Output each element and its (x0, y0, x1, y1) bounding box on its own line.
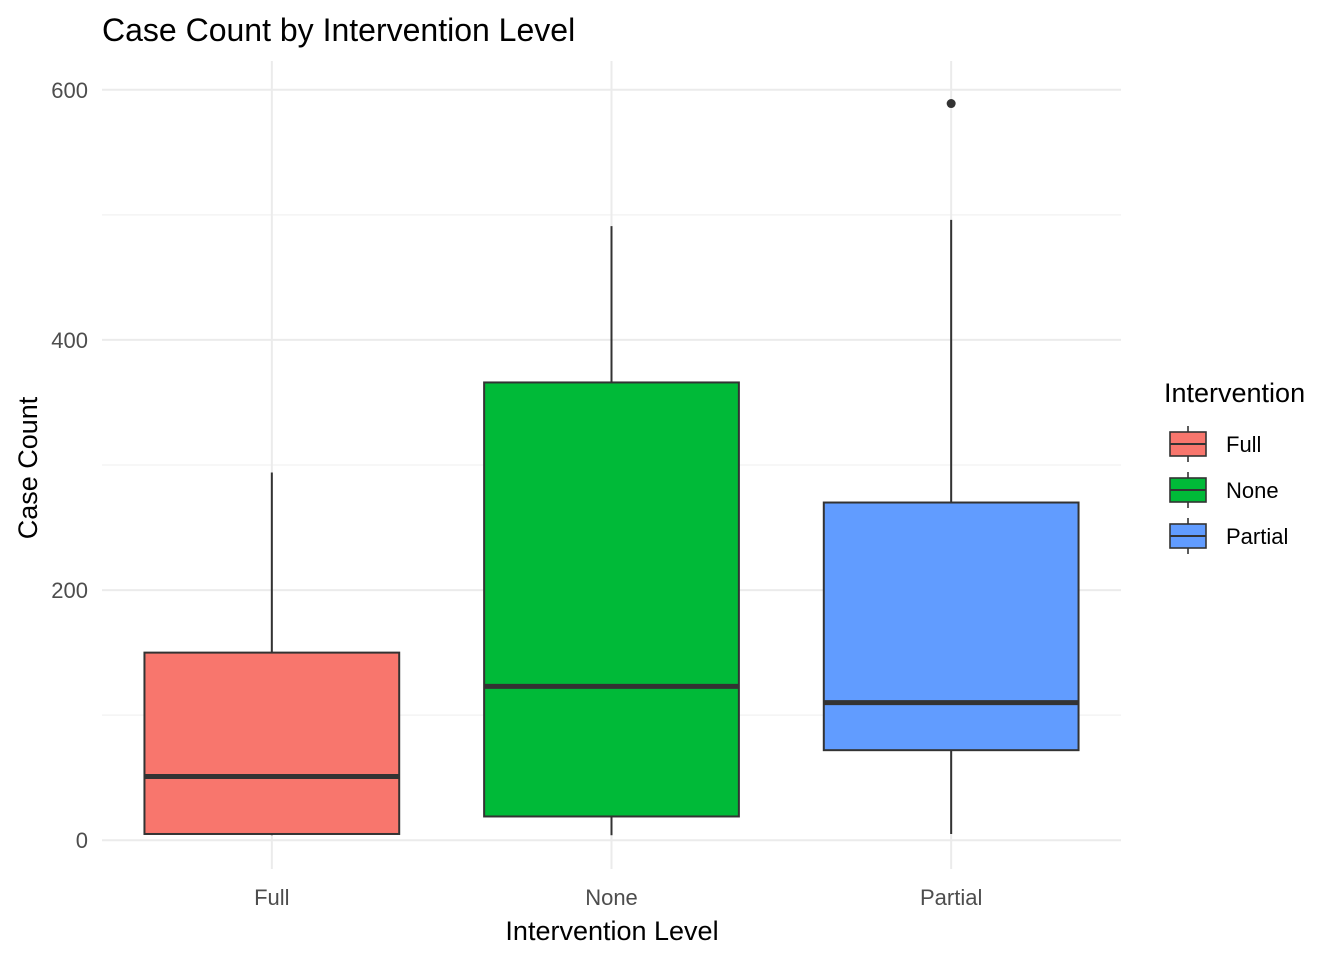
legend-label: Partial (1226, 524, 1288, 549)
x-tick-label: None (585, 885, 638, 910)
legend-items: Full None Partial (1169, 426, 1288, 554)
x-axis-title: Intervention Level (505, 916, 718, 946)
legend-title: Intervention (1164, 378, 1305, 408)
chart-title: Case Count by Intervention Level (102, 12, 575, 48)
y-tick-label: 600 (51, 78, 88, 103)
legend-item-partial: Partial (1169, 518, 1288, 554)
y-tick-label: 200 (51, 578, 88, 603)
legend-label: None (1226, 478, 1279, 503)
legend: Intervention Full None Partial (1164, 378, 1305, 554)
legend-item-none: None (1169, 472, 1279, 508)
legend-label: Full (1226, 432, 1261, 457)
y-tick-label: 400 (51, 328, 88, 353)
outlier-point (946, 99, 956, 109)
x-tick-label: Full (254, 885, 289, 910)
x-axis-ticks: Full None Partial (254, 885, 982, 910)
box-partial (822, 99, 1080, 834)
x-tick-label: Partial (920, 885, 982, 910)
box-body (483, 381, 740, 818)
box-full (143, 472, 401, 836)
box-body (822, 501, 1080, 752)
y-axis-ticks: 0 200 400 600 (51, 78, 88, 853)
box-body (143, 651, 401, 835)
legend-item-full: Full (1169, 426, 1261, 462)
y-tick-label: 0 (76, 828, 88, 853)
y-axis-title: Case Count (13, 396, 43, 539)
box-none (483, 226, 740, 836)
box-series (143, 99, 1080, 836)
